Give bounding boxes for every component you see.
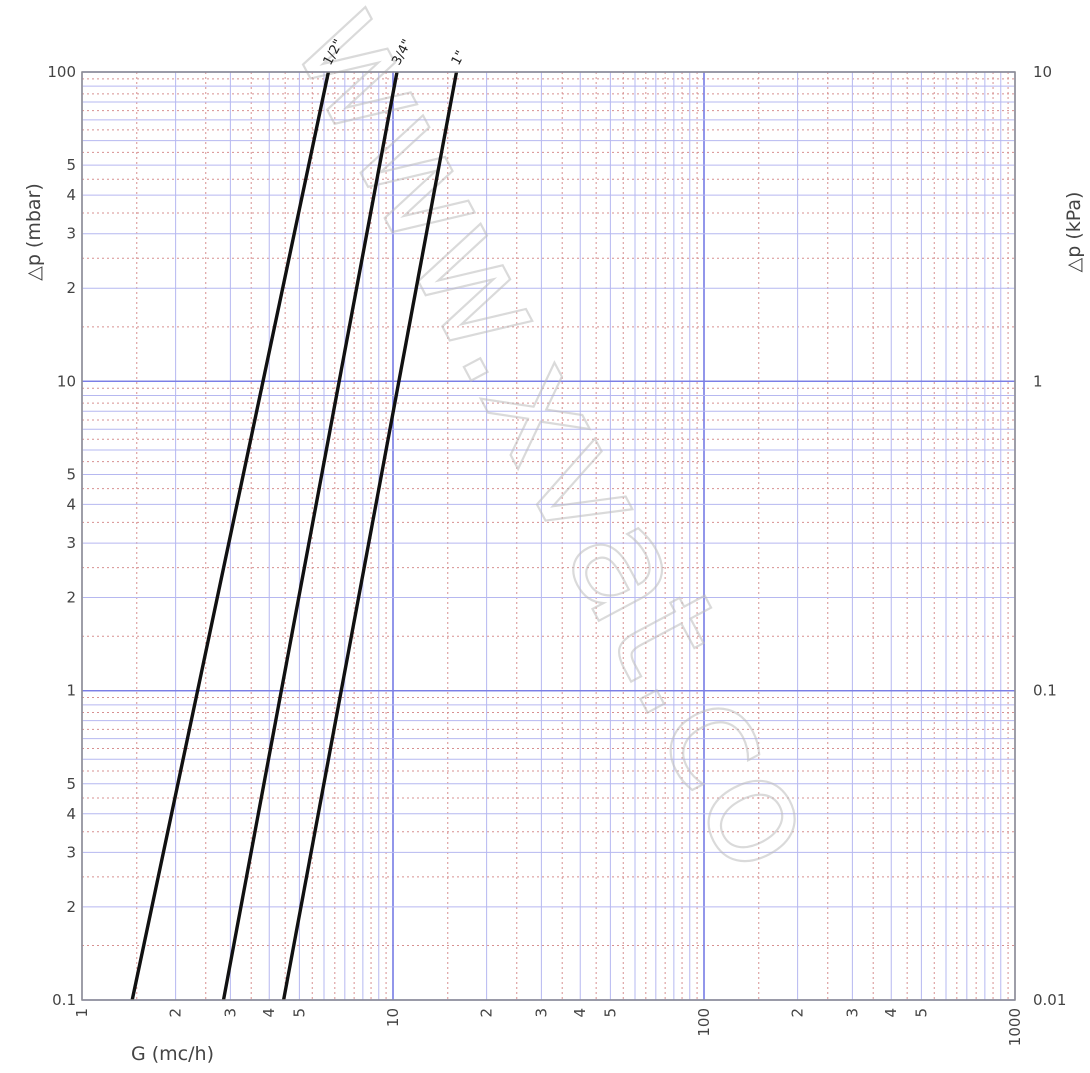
x-tick-label: 4 bbox=[260, 1008, 278, 1018]
grid-layer bbox=[81, 71, 1016, 1001]
x-tick-label: 100 bbox=[695, 1008, 713, 1037]
y-tick-label: 3 bbox=[66, 534, 76, 552]
series-line-1 bbox=[221, 71, 399, 1001]
x-tick-label: 1000 bbox=[1006, 1008, 1024, 1046]
y-tick-label: 3 bbox=[66, 225, 76, 243]
y2-tick-label: 1 bbox=[1033, 372, 1043, 390]
x-tick-label: 5 bbox=[912, 1008, 930, 1018]
y-tick-label: 2 bbox=[66, 589, 76, 607]
x-tick-label: 4 bbox=[882, 1008, 900, 1018]
y-tick-label: 0.1 bbox=[52, 991, 76, 1009]
y-tick-label: 5 bbox=[66, 156, 76, 174]
x-tick-label: 2 bbox=[789, 1008, 807, 1018]
y-tick-label: 4 bbox=[66, 495, 76, 513]
y-axis-label: △p (mbar) bbox=[23, 183, 45, 281]
x-tick-label: 5 bbox=[601, 1008, 619, 1018]
x-tick-label: 1 bbox=[73, 1008, 91, 1018]
y-tick-label: 1 bbox=[66, 682, 76, 700]
watermark-text: www.xvat.co bbox=[258, 0, 859, 898]
plot-frame bbox=[81, 71, 1016, 1001]
x-tick-label: 3 bbox=[221, 1008, 239, 1018]
y-tick-label: 2 bbox=[66, 279, 76, 297]
y-tick-label: 4 bbox=[66, 186, 76, 204]
x-axis-label: G (mc/h) bbox=[131, 1043, 214, 1065]
series-label-2: 1" bbox=[449, 48, 469, 68]
x-tick-label: 5 bbox=[290, 1008, 308, 1018]
x-tick-label: 4 bbox=[571, 1008, 589, 1018]
x-tick-label: 2 bbox=[167, 1008, 185, 1018]
y2-tick-label: 0.01 bbox=[1033, 991, 1066, 1009]
x-tick-label: 2 bbox=[478, 1008, 496, 1018]
y2-axis-label: △p (kPa) bbox=[1063, 192, 1085, 273]
watermark-layer: www.xvat.co bbox=[257, 0, 860, 899]
y2-tick-label: 0.1 bbox=[1033, 682, 1057, 700]
y-tick-label: 2 bbox=[66, 898, 76, 916]
y-tick-label: 5 bbox=[66, 775, 76, 793]
y-tick-label: 4 bbox=[66, 805, 76, 823]
y-tick-label: 100 bbox=[47, 63, 76, 81]
y-tick-label: 3 bbox=[66, 843, 76, 861]
series-line-0 bbox=[130, 71, 331, 1001]
x-tick-label: 10 bbox=[384, 1008, 402, 1027]
x-tick-label: 3 bbox=[532, 1008, 550, 1018]
tick-layer: 1 2 3 4 5 10 2 3 4 5 100 2 3 4 5 1000 0.1 2 3 4 5 1 2 3 4 5 10 2 3 4 5… bbox=[47, 63, 1066, 1046]
y2-tick-label: 10 bbox=[1033, 63, 1052, 81]
y-tick-label: 10 bbox=[57, 372, 76, 390]
y-tick-label: 5 bbox=[66, 465, 76, 483]
series-line-2 bbox=[281, 71, 459, 1001]
series-layer: 1/2" 3/4" 1" bbox=[130, 37, 469, 1001]
axis-label-layer: G (mc/h) △p (mbar) △p (kPa) bbox=[23, 183, 1085, 1065]
x-tick-label: 3 bbox=[843, 1008, 861, 1018]
